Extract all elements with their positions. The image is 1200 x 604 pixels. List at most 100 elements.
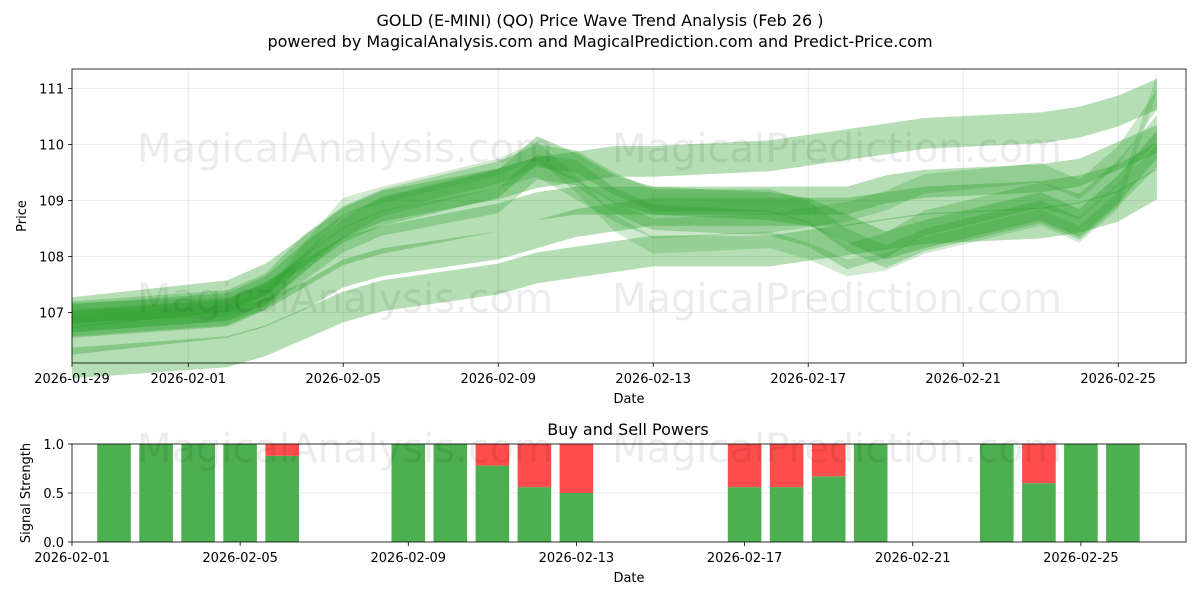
x-tick: 2026-02-09: [371, 542, 446, 566]
wave-band-trend-lower: [72, 141, 1157, 355]
buy-bar: [1106, 444, 1140, 542]
signal-x-axis-label: Date: [613, 571, 644, 586]
chart-title: GOLD (E-MINI) (QO) Price Wave Trend Anal…: [376, 11, 823, 30]
x-tick-label: 2026-01-29: [34, 372, 110, 387]
x-tick: 2026-02-21: [875, 542, 951, 566]
buy-bar: [475, 465, 510, 542]
x-tick-label: 2026-02-21: [925, 372, 1001, 387]
sell-bar: [769, 444, 804, 488]
y-tick: 107: [39, 307, 72, 322]
buy-bar: [433, 444, 468, 542]
y-tick-label: 109: [39, 195, 64, 210]
buy-bar: [853, 444, 888, 542]
x-tick: 2026-01-29: [34, 363, 110, 387]
y-tick-label: 110: [39, 139, 64, 154]
buy-bar: [139, 444, 173, 542]
buy-bar: [769, 487, 804, 542]
signal-y-axis-label: Signal Strength: [19, 443, 34, 543]
x-tick-label: 2026-02-09: [460, 372, 536, 387]
watermark: MagicalPrediction.com: [612, 276, 1062, 322]
y-tick: 109: [39, 195, 72, 210]
x-tick-label: 2026-02-17: [707, 551, 783, 566]
y-tick: 1.0: [43, 438, 72, 453]
buy-bar: [727, 487, 762, 542]
x-tick: 2026-02-25: [1043, 542, 1119, 566]
wave-band-wave-1: [72, 130, 1157, 333]
y-tick: 108: [39, 251, 72, 266]
y-tick-label: 107: [39, 307, 64, 322]
buy-bar: [265, 455, 299, 542]
y-tick-label: 111: [39, 83, 64, 98]
x-tick: 2026-02-25: [1080, 363, 1156, 387]
x-tick: 2026-02-13: [615, 363, 691, 387]
y-tick-label: 0.0: [43, 536, 64, 551]
x-tick-label: 2026-02-25: [1080, 372, 1156, 387]
x-tick-label: 2026-02-01: [34, 551, 110, 566]
sell-bar: [811, 444, 846, 477]
x-tick-label: 2026-02-05: [202, 551, 278, 566]
wave-band-wave-4: [72, 90, 1157, 323]
wave-band-wave-5: [72, 74, 1157, 333]
x-tick: 2026-02-21: [925, 363, 1001, 387]
price-y-axis-label: Price: [15, 200, 30, 232]
y-tick-label: 108: [39, 251, 64, 266]
y-tick-label: 1.0: [43, 438, 64, 453]
buy-bar: [811, 476, 846, 542]
buy-bar: [97, 444, 131, 542]
price-y-axis: 107 108 109 110 111: [39, 83, 72, 322]
price-grid: [71, 69, 1186, 363]
buy-sell-title: Buy and Sell Powers: [547, 420, 709, 439]
x-tick: 2026-02-01: [34, 542, 110, 566]
sell-bar: [1022, 444, 1056, 484]
wave-band-trend-upper: [72, 78, 1157, 328]
sell-bar: [559, 444, 594, 493]
buy-bar: [517, 487, 552, 542]
x-tick: 2026-02-09: [460, 363, 536, 387]
x-tick-label: 2026-02-17: [770, 372, 846, 387]
buy-bar: [1064, 444, 1098, 542]
buy-bar: [223, 444, 257, 542]
y-tick: 0.5: [43, 487, 72, 502]
price-wave-series: [72, 74, 1157, 379]
signal-bars: [97, 444, 1140, 542]
signal-x-axis: 2026-02-01 2026-02-05 2026-02-09 2026-02-13…: [34, 542, 1119, 566]
y-tick: 111: [39, 83, 72, 98]
x-tick: 2026-02-01: [150, 363, 226, 387]
watermark: MagicalAnalysis.com: [137, 276, 553, 322]
x-tick-label: 2026-02-25: [1043, 551, 1119, 566]
watermark: MagicalPrediction.com: [612, 426, 1062, 472]
wave-band-wave-3: [72, 115, 1157, 337]
x-tick-label: 2026-02-05: [305, 372, 381, 387]
y-tick: 110: [39, 139, 72, 154]
signal-watermarks: MagicalAnalysis.com MagicalPrediction.co…: [137, 426, 1062, 472]
sell-bar: [727, 444, 762, 488]
signal-y-axis: 0.0 0.5 1.0: [43, 438, 72, 551]
buy-bar: [980, 444, 1014, 542]
wave-band-trend-mid: [72, 125, 1157, 338]
chart-subtitle: powered by MagicalAnalysis.com and Magic…: [267, 32, 932, 51]
x-tick: 2026-02-05: [202, 542, 278, 566]
price-wave-chart: MagicalAnalysis.com MagicalPrediction.co…: [15, 68, 1187, 407]
y-tick-label: 0.5: [43, 487, 64, 502]
watermark: MagicalAnalysis.com: [137, 426, 553, 472]
buy-bar: [559, 493, 594, 542]
buy-bar: [1022, 483, 1056, 542]
x-tick: 2026-02-17: [707, 542, 783, 566]
x-tick-label: 2026-02-01: [150, 372, 226, 387]
x-tick-label: 2026-02-21: [875, 551, 951, 566]
x-tick: 2026-02-17: [770, 363, 846, 387]
sell-bar: [265, 444, 299, 456]
watermark: MagicalAnalysis.com: [137, 126, 553, 172]
x-tick: 2026-02-05: [305, 363, 381, 387]
x-tick-label: 2026-02-13: [539, 551, 615, 566]
x-tick-label: 2026-02-13: [615, 372, 691, 387]
price-x-axis: 2026-01-29 2026-02-01 2026-02-05 2026-02-09…: [34, 363, 1156, 387]
price-watermarks: MagicalAnalysis.com MagicalPrediction.co…: [137, 126, 1062, 322]
x-tick: 2026-02-13: [539, 542, 615, 566]
watermark: MagicalPrediction.com: [612, 126, 1062, 172]
price-x-axis-label: Date: [613, 392, 644, 407]
sell-bar: [517, 444, 552, 488]
sell-bar: [475, 444, 510, 466]
y-tick: 0.0: [43, 536, 72, 551]
